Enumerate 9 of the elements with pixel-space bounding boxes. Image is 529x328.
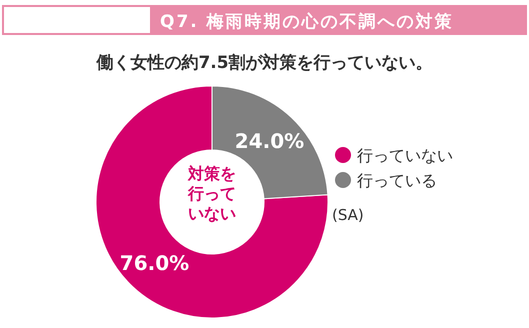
text: 対策を行っていない	[187, 164, 237, 224]
text: (SA)	[332, 206, 364, 224]
donut-slice	[96, 86, 328, 318]
data-label: 24.0%	[234, 128, 304, 153]
chart-subtitle: 働く女性の約7.5割が対策を行っていない。	[95, 53, 433, 73]
chart-title: Q7. 梅雨時期の心の不調への対策	[160, 12, 454, 32]
legend-label: 行っていない	[357, 146, 453, 165]
legend-label: 行っている	[357, 171, 437, 190]
data-label: 76.0%	[120, 251, 190, 276]
